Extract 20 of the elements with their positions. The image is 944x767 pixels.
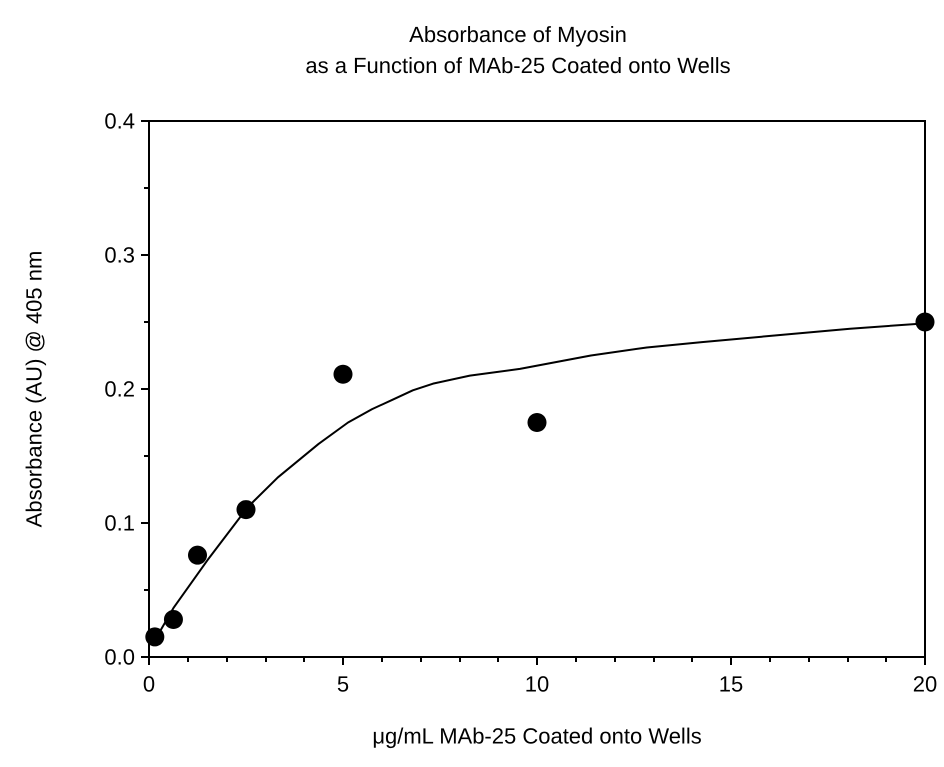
x-tick-label: 5 xyxy=(336,672,350,696)
y-tick-label: 0.1 xyxy=(104,510,135,536)
point xyxy=(188,546,207,565)
point xyxy=(236,500,256,520)
chart-title: Absorbance of Myosin as a Function of MAb-25 Coated onto Wells xyxy=(305,22,731,78)
point xyxy=(528,413,546,432)
y-axis-title: Absorbance (AU) @ 405 nm xyxy=(22,250,46,528)
x-axis-title: μg/mL MAb-25 Coated onto Wells xyxy=(372,724,702,748)
y-tick-label: 0.4 xyxy=(104,108,135,134)
x-tick-label: 10 xyxy=(524,672,550,696)
point xyxy=(916,312,934,332)
x-tick-label: 15 xyxy=(718,672,744,696)
y-tick-label: 0.3 xyxy=(104,242,135,268)
y-tick-label: 0.2 xyxy=(104,376,135,402)
point xyxy=(145,627,164,646)
point xyxy=(334,364,352,384)
x-tick-label: 0 xyxy=(142,672,156,696)
point xyxy=(164,610,183,629)
y-tick-label: 0.0 xyxy=(104,644,135,670)
x-tick-label: 20 xyxy=(912,672,938,696)
